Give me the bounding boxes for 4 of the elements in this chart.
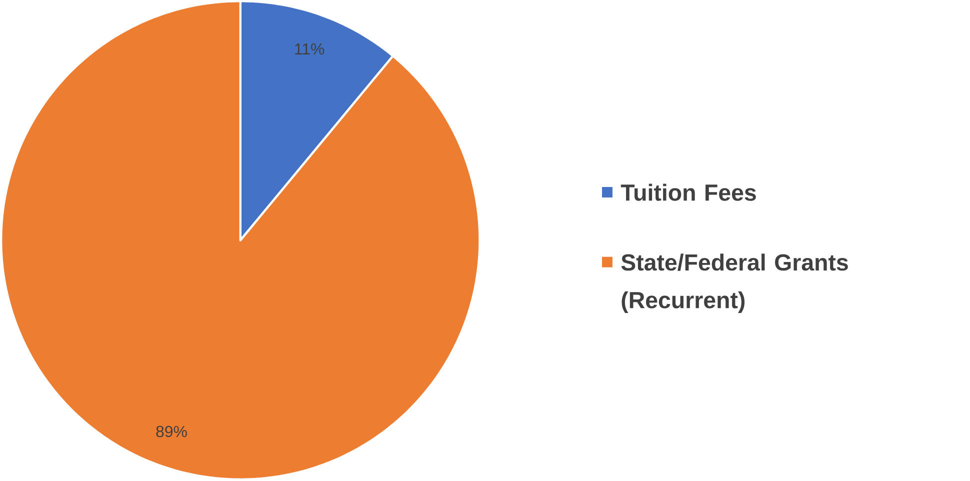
- legend-label: Tuition Fees: [620, 184, 756, 202]
- data-label: 11%: [295, 44, 324, 55]
- legend-label: State/Federal Grants (Recurrent): [621, 254, 848, 314]
- data-label: 89%: [156, 426, 187, 438]
